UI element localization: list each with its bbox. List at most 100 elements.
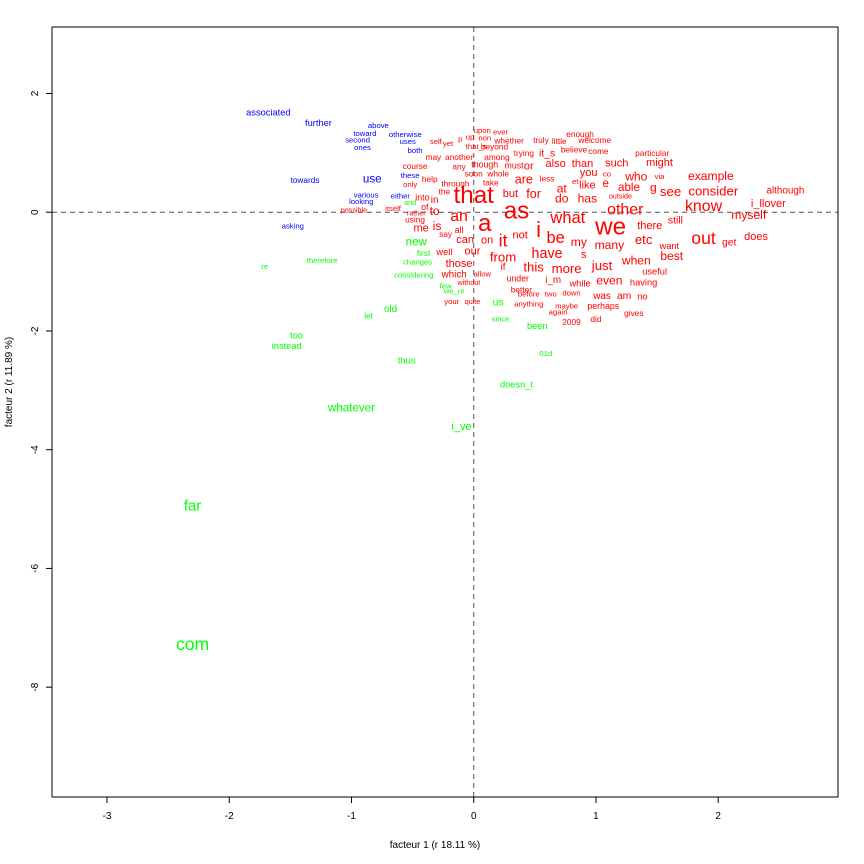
word-label: having <box>630 277 657 287</box>
word-label: re <box>261 262 268 271</box>
word-label: has <box>578 192 598 206</box>
word-label: therefore <box>307 256 338 265</box>
word-label: although <box>766 185 804 196</box>
word-label: but <box>503 188 518 200</box>
word-label: co <box>603 170 611 179</box>
word-label: instead <box>272 341 302 351</box>
word-label: non <box>478 134 491 143</box>
word-label: particular <box>635 148 669 158</box>
word-label: course <box>403 161 428 171</box>
word-label: out <box>691 228 716 248</box>
word-label: associated <box>246 107 290 117</box>
y-axis-ticks: -8 -6 -4 -2 0 2 <box>30 90 52 692</box>
word-label: are <box>515 173 533 187</box>
word-label: asking <box>282 221 304 230</box>
word-label: little <box>552 136 567 146</box>
x-axis-ticks: -3 -2 -1 0 1 2 <box>103 797 721 822</box>
word-label: you <box>580 167 598 179</box>
word-label: in <box>431 195 439 206</box>
word-label: before <box>518 290 540 299</box>
word-label: etc <box>635 232 653 247</box>
word-label: truly <box>533 135 550 145</box>
word-label: doesn_t <box>500 379 534 389</box>
word-label: have <box>532 246 563 262</box>
word-label: i <box>536 217 541 242</box>
word-label: allow <box>474 269 492 278</box>
word-label: might <box>646 157 673 169</box>
plot-frame <box>51 26 839 798</box>
x-tick-label: 1 <box>593 811 599 822</box>
word-label: can <box>456 234 474 246</box>
word-label: like <box>579 180 596 192</box>
word-label: see <box>660 184 681 199</box>
word-label: also <box>546 158 566 170</box>
word-label: perhaps <box>587 301 619 311</box>
word-label: both <box>408 146 423 155</box>
word-label: or <box>524 161 534 173</box>
word-label: 01d <box>539 349 552 358</box>
word-label: no <box>637 292 647 302</box>
word-label: these <box>401 171 420 180</box>
word-label: changes <box>403 258 432 267</box>
word-label: for <box>526 187 541 201</box>
word-label: example <box>688 169 734 183</box>
word-label: myself <box>731 208 767 222</box>
word-label: among <box>484 152 510 162</box>
word-label: upon <box>474 126 491 135</box>
word-label: believe <box>561 144 588 154</box>
word-label: all <box>455 225 464 235</box>
word-label: that_s <box>466 142 487 151</box>
word-label: less <box>540 173 555 183</box>
word-label: help <box>422 174 438 184</box>
word-label: want <box>658 241 679 251</box>
word-label: trying <box>514 148 535 158</box>
word-label: towards <box>291 175 320 185</box>
word-label: up <box>466 132 475 141</box>
word-label: do <box>555 192 569 206</box>
y-tick-label: -6 <box>30 564 41 573</box>
y-tick-label: -4 <box>30 445 41 454</box>
word-label: best <box>660 249 683 263</box>
word-label: though <box>471 160 498 170</box>
word-label: yet <box>443 139 454 148</box>
word-label: me <box>414 222 429 234</box>
word-label: various <box>354 191 379 200</box>
word-label: further <box>305 118 332 128</box>
word-label: ones <box>354 143 371 152</box>
word-label: must <box>505 160 525 170</box>
x-tick-label: 2 <box>715 811 721 822</box>
word-label: was <box>592 291 611 302</box>
word-label: when <box>621 253 651 267</box>
word-label: toward <box>353 129 376 138</box>
word-label: even <box>596 274 622 288</box>
word-label: this <box>523 259 544 274</box>
word-label: other <box>607 201 644 218</box>
word-label: uses <box>400 137 416 146</box>
word-label: looking <box>349 197 373 206</box>
word-label: does <box>744 231 768 243</box>
word-label: a <box>478 210 492 237</box>
word-label: only <box>403 180 417 189</box>
word-label: it <box>499 231 508 251</box>
word-label: say <box>439 229 453 239</box>
word-label: possible <box>341 205 367 214</box>
word-label: considering <box>394 271 433 280</box>
word-label: of <box>421 202 429 212</box>
word-label: if <box>501 262 506 273</box>
word-label: through <box>441 179 470 189</box>
word-label: via <box>655 172 666 181</box>
word-label: such <box>605 158 628 170</box>
word-label: more <box>552 261 582 276</box>
word-label: whatever <box>327 402 375 415</box>
word-label: g <box>650 180 657 194</box>
word-label: to <box>430 204 440 218</box>
word-label: i_m <box>545 275 561 286</box>
word-label: i_ve <box>451 421 471 433</box>
word-label: either <box>391 192 411 201</box>
x-axis-title: facteur 1 (r 18.11 %) <box>390 840 480 851</box>
word-label: am <box>617 291 631 302</box>
word-label: get <box>722 238 737 249</box>
word-label: who <box>624 170 647 184</box>
word-label: know <box>685 198 723 215</box>
